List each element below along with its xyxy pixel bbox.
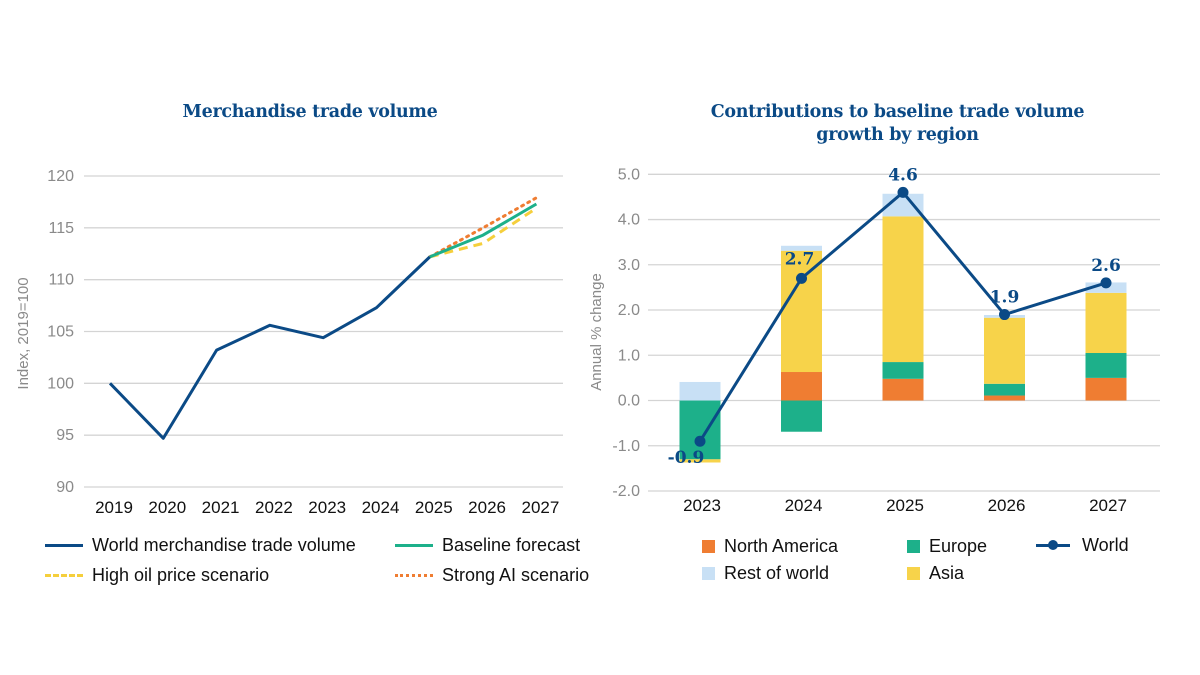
x-tick-label: 2025 xyxy=(886,496,924,515)
y-axis-title: Index, 2019=100 xyxy=(15,277,32,389)
world-marker xyxy=(897,186,909,198)
data-label: 2.7 xyxy=(785,249,815,269)
legend-label: Europe xyxy=(929,536,988,556)
y-tick-label: 95 xyxy=(56,427,74,444)
x-tick-label: 2024 xyxy=(362,498,400,517)
y-tick-label: 120 xyxy=(47,168,74,185)
legend-item-world-trade: World merchandise trade volume xyxy=(45,535,356,556)
x-tick-label: 2019 xyxy=(95,498,133,517)
bar-segment-asia xyxy=(1085,292,1127,354)
bar-segment-europe xyxy=(781,400,822,432)
legend-label: Baseline forecast xyxy=(442,535,581,555)
bar-segment-asia xyxy=(679,459,721,463)
x-tick-label: 2026 xyxy=(468,498,506,517)
bar-segment-north-america xyxy=(882,378,924,401)
legend-label: Rest of world xyxy=(724,563,830,583)
y-tick-label: -1.0 xyxy=(612,438,640,455)
bar-segment-north-america xyxy=(781,372,822,401)
left-chart: 90 95 100 105 110 115 120 2019 2020 2021 2022 2023 2… xyxy=(15,168,563,517)
data-label: 2.6 xyxy=(1091,256,1121,276)
legend-item-strong-ai: Strong AI scenario xyxy=(395,565,589,586)
legend-item-baseline: Baseline forecast xyxy=(395,535,580,556)
y-tick-label: 2.0 xyxy=(618,302,640,319)
solid-line-swatch-icon xyxy=(395,544,433,547)
y-tick-label: 0.0 xyxy=(618,393,640,410)
y-tick-label: 90 xyxy=(56,479,74,496)
y-tick-label: 5.0 xyxy=(618,166,640,183)
y-axis-title: Annual % change xyxy=(588,273,605,391)
y-tick-label: 110 xyxy=(48,272,74,289)
square-swatch-icon xyxy=(702,540,715,553)
legend-label: High oil price scenario xyxy=(92,565,270,585)
bar-segment-rest-of-world xyxy=(781,245,822,251)
left-chart-title: Merchandise trade volume xyxy=(182,102,438,122)
y-tick-label: 105 xyxy=(47,324,74,341)
x-tick-label: 2021 xyxy=(202,498,240,517)
legend-label: World merchandise trade volume xyxy=(92,535,356,555)
data-label: 4.6 xyxy=(888,165,918,185)
dotted-line-swatch-icon xyxy=(395,574,433,577)
world-marker xyxy=(999,309,1010,321)
bar-segment-rest-of-world xyxy=(679,381,721,401)
x-tick-label: 2024 xyxy=(785,496,823,515)
x-tick-label: 2023 xyxy=(308,498,346,517)
world-marker xyxy=(796,272,807,284)
bar-segment-asia xyxy=(781,250,822,373)
x-tick-label: 2025 xyxy=(415,498,453,517)
world-marker xyxy=(1100,277,1112,289)
y-tick-label: 3.0 xyxy=(618,257,640,274)
x-tick-label: 2022 xyxy=(255,498,293,517)
x-tick-label: 2020 xyxy=(148,498,186,517)
bar-segment-europe xyxy=(984,383,1025,396)
legend-label: World xyxy=(1082,535,1129,555)
y-tick-label: 4.0 xyxy=(618,212,640,229)
y-tick-label: 1.0 xyxy=(618,347,640,364)
y-tick-label: 100 xyxy=(47,375,74,392)
world-marker xyxy=(694,435,706,447)
bar-segment-asia xyxy=(882,216,924,363)
square-swatch-icon xyxy=(907,540,920,553)
bar-segment-europe xyxy=(1085,353,1127,378)
bar-segment-north-america xyxy=(984,395,1025,401)
y-tick-label: 115 xyxy=(48,220,74,237)
series-line-strong_ai xyxy=(428,196,538,259)
legend-label: Asia xyxy=(929,563,965,583)
series-line-high_oil xyxy=(429,206,538,259)
right-chart-title: Contributions to baseline trade volume g… xyxy=(660,101,1135,147)
bar-segment-north-america xyxy=(1085,377,1127,401)
right-chart-title-line-2: growth by region xyxy=(816,125,979,145)
legend-item-rest-of-world: Rest of world xyxy=(702,563,829,584)
legend-label: North America xyxy=(724,536,839,556)
square-swatch-icon xyxy=(702,567,715,580)
legend-item-north-america: North America xyxy=(702,536,838,557)
data-label: -0.9 xyxy=(668,448,705,468)
square-swatch-icon xyxy=(907,567,920,580)
legend-item-world: World xyxy=(1036,535,1129,556)
legend-item-asia: Asia xyxy=(907,563,964,584)
x-tick-label: 2027 xyxy=(1089,496,1127,515)
legend-item-europe: Europe xyxy=(907,536,987,557)
legend-label: Strong AI scenario xyxy=(442,565,590,585)
right-chart-title-line-1: Contributions to baseline trade volume xyxy=(710,102,1085,122)
line-marker-swatch-icon xyxy=(1036,540,1070,550)
x-tick-label: 2027 xyxy=(521,498,559,517)
data-label: 1.9 xyxy=(990,288,1020,308)
x-tick-label: 2026 xyxy=(988,496,1026,515)
bar-segment-europe xyxy=(882,362,924,379)
bar-segment-asia xyxy=(984,317,1025,384)
x-tick-label: 2023 xyxy=(683,496,721,515)
dashed-line-swatch-icon xyxy=(45,574,83,577)
bar-segment-europe xyxy=(679,400,721,460)
solid-line-swatch-icon xyxy=(45,544,83,547)
legend-item-high-oil: High oil price scenario xyxy=(45,565,269,586)
y-tick-label: -2.0 xyxy=(612,483,640,500)
